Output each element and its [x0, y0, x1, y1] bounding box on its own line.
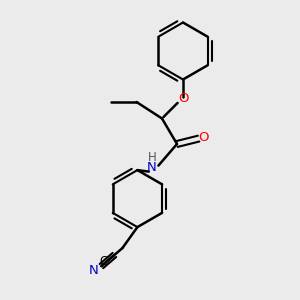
- Text: C: C: [100, 255, 108, 268]
- Text: N: N: [89, 264, 99, 277]
- Text: H: H: [147, 151, 156, 164]
- Text: N: N: [147, 160, 157, 174]
- Text: O: O: [198, 130, 208, 144]
- Text: O: O: [179, 92, 189, 106]
